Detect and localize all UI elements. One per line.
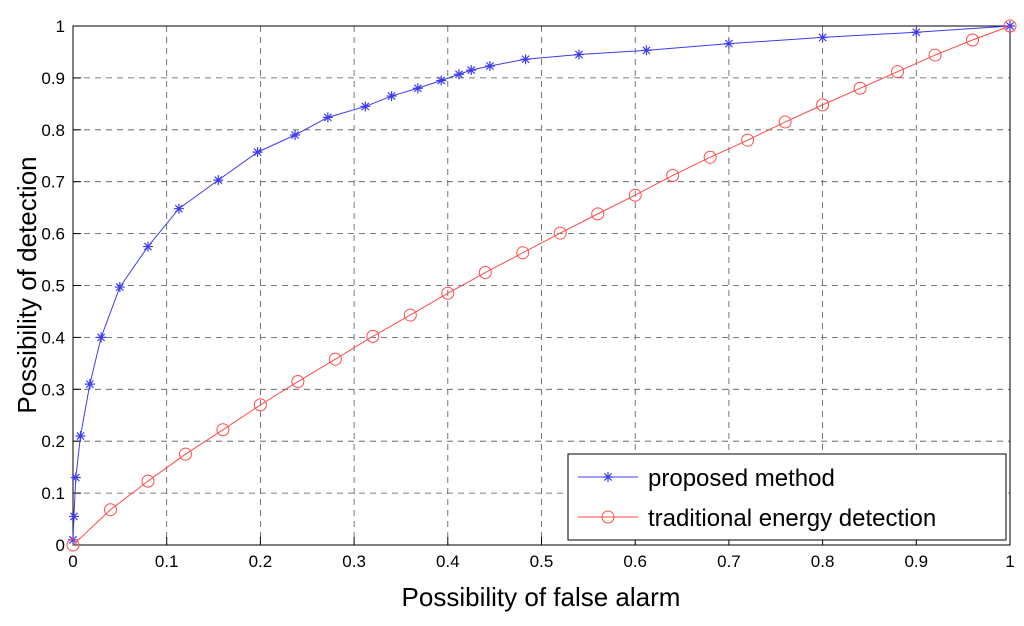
marker	[366, 329, 380, 343]
marker	[68, 534, 78, 545]
legend-label: proposed method	[648, 465, 835, 492]
marker	[216, 423, 230, 437]
marker	[213, 175, 224, 186]
marker	[96, 332, 107, 343]
marker	[778, 115, 792, 129]
marker	[436, 75, 447, 86]
marker	[328, 352, 342, 366]
marker	[403, 308, 417, 322]
x-tick-label: 0.3	[342, 552, 366, 571]
marker	[628, 188, 642, 202]
x-tick-label: 1	[1005, 552, 1014, 571]
legend-label: traditional energy detection	[648, 505, 936, 532]
marker	[70, 472, 81, 483]
x-tick-label: 0.7	[717, 552, 741, 571]
y-tick-label: 0.8	[41, 121, 65, 140]
y-tick-label: 0.4	[41, 328, 65, 347]
legend-marker	[601, 510, 615, 524]
marker	[386, 91, 397, 102]
marker	[75, 431, 86, 442]
marker	[891, 65, 905, 79]
marker	[441, 286, 455, 300]
marker	[853, 81, 867, 95]
marker	[68, 511, 79, 522]
marker	[911, 27, 922, 38]
x-tick-label: 0.6	[623, 552, 647, 571]
marker	[178, 447, 192, 461]
y-tick-label: 0.7	[41, 173, 65, 192]
y-tick-label: 0.5	[41, 277, 65, 296]
marker	[641, 45, 652, 56]
marker	[141, 474, 155, 488]
legend: proposed method traditional energy detect…	[567, 453, 1007, 541]
legend-marker	[603, 472, 613, 482]
y-tick-label: 0	[56, 536, 65, 555]
marker	[142, 241, 153, 252]
y-tick-label: 0.2	[41, 432, 65, 451]
marker	[103, 503, 117, 517]
plot-frame	[72, 25, 1011, 546]
marker	[114, 282, 125, 293]
marker	[553, 226, 567, 240]
marker	[291, 375, 305, 389]
marker	[520, 54, 531, 65]
marker	[322, 112, 333, 123]
marker	[723, 38, 734, 49]
marker	[360, 101, 371, 112]
marker	[741, 133, 755, 147]
x-tick-label: 0.5	[530, 552, 554, 571]
x-tick-label: 0.2	[249, 552, 273, 571]
y-tick-label: 0.1	[41, 484, 65, 503]
marker	[253, 398, 267, 412]
marker	[703, 150, 717, 164]
x-tick-label: 0.1	[155, 552, 179, 571]
x-tick-label: 0	[68, 552, 77, 571]
marker	[817, 32, 828, 43]
x-axis-label: Possibility of false alarm	[402, 582, 681, 612]
marker	[466, 65, 477, 76]
marker	[1003, 19, 1017, 33]
marker	[84, 379, 95, 390]
legend-box	[567, 453, 1007, 541]
series-line	[72, 25, 1011, 546]
x-tick-label: 0.9	[904, 552, 928, 571]
y-tick-label: 1	[56, 17, 65, 36]
y-tick-label: 0.3	[41, 380, 65, 399]
marker	[966, 33, 980, 47]
x-tick-label: 0.8	[811, 552, 835, 571]
marker	[66, 538, 80, 552]
marker	[454, 69, 465, 80]
marker	[290, 129, 301, 140]
marker	[573, 49, 584, 60]
marker	[412, 83, 423, 94]
marker	[666, 168, 680, 182]
marker	[928, 48, 942, 62]
marker	[478, 266, 492, 280]
marker	[516, 246, 530, 260]
marker	[252, 147, 263, 158]
marker	[484, 60, 495, 71]
y-tick-label: 0.6	[41, 225, 65, 244]
marker	[173, 203, 184, 214]
marker	[591, 207, 605, 221]
x-tick-label: 0.4	[436, 552, 460, 571]
y-tick-label: 0.9	[41, 69, 65, 88]
marker	[816, 98, 830, 112]
y-axis-label: Possibility of detection	[12, 156, 42, 413]
